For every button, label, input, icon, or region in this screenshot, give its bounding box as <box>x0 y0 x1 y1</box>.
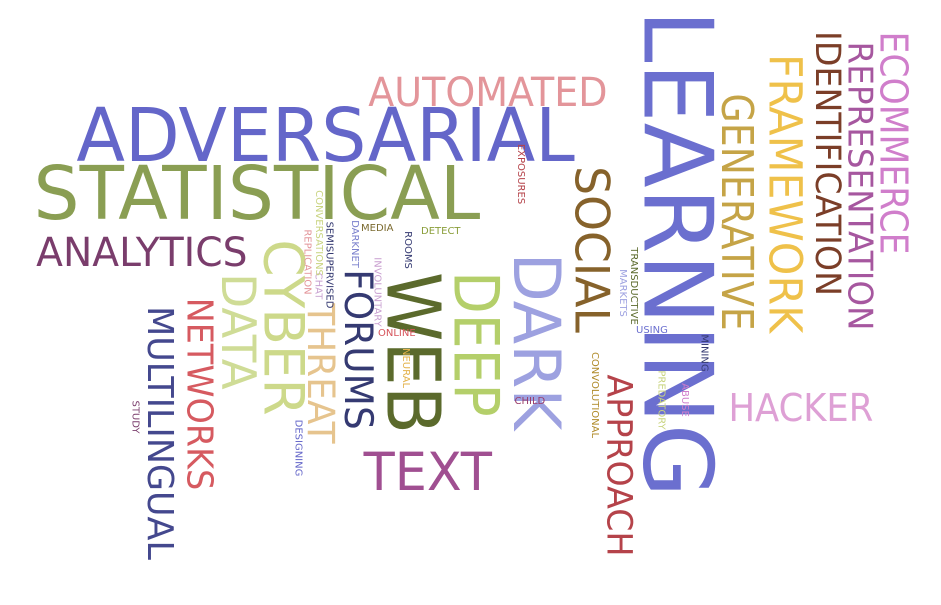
word-media: MEDIA <box>361 223 394 234</box>
word-identification: IDENTIFICATION <box>806 30 847 296</box>
word-designing: DESIGNING <box>291 419 303 477</box>
word-automated: AUTOMATED <box>368 70 608 116</box>
word-analytics: ANALYTICS <box>36 230 248 276</box>
word-hacker: HACKER <box>728 386 874 430</box>
word-study: STUDY <box>129 400 141 434</box>
word-exposures: EXPOSURES <box>515 143 527 205</box>
word-detect: DETECT <box>421 226 461 237</box>
word-approach: APPROACH <box>598 374 639 556</box>
word-networks: NETWORKS <box>178 297 220 491</box>
word-data: DATA <box>209 272 265 390</box>
word-social: SOCIAL <box>563 165 619 333</box>
word-online: ONLINE <box>378 328 416 339</box>
word-multilingual: MULTILINGUAL <box>138 306 180 560</box>
word-markets: MARKETS <box>616 269 628 317</box>
word-child: CHILD <box>514 396 546 407</box>
word-predatory: PREDATORY <box>655 370 667 430</box>
word-using: USING <box>636 325 668 336</box>
word-neural: NEURAL <box>400 347 412 389</box>
word-chat: CHAT <box>311 272 323 300</box>
word-mining: MINING <box>698 334 710 372</box>
word-replication: REPLICATION <box>301 229 313 295</box>
word-abuse: ABUSE <box>678 383 690 417</box>
word-framework: FRAMEWORK <box>758 53 812 333</box>
word-web: WEB <box>368 271 455 435</box>
word-text: TEXT <box>363 441 492 503</box>
word-learning: LEARNING <box>621 9 732 497</box>
word-convolutional: CONVOLUTIONAL <box>589 351 601 439</box>
word-rooms: ROOMS <box>401 231 413 269</box>
word-adversarial: ADVERSARIAL <box>75 93 575 179</box>
word-transductive: TRANSDUCTIVE <box>627 247 639 325</box>
word-statistical: STATISTICAL <box>33 151 481 237</box>
word-conversations: CONVERSATIONS <box>312 190 324 276</box>
word-ecommerce: ECOMMERCE <box>871 31 916 255</box>
word-involuntary: INVOLUNTARY <box>371 257 383 327</box>
word-darknet: DARKNET <box>348 220 360 268</box>
word-semisupervised: SEMISUPERVISED <box>322 221 334 309</box>
word-generative: GENERATIVE <box>710 93 762 331</box>
